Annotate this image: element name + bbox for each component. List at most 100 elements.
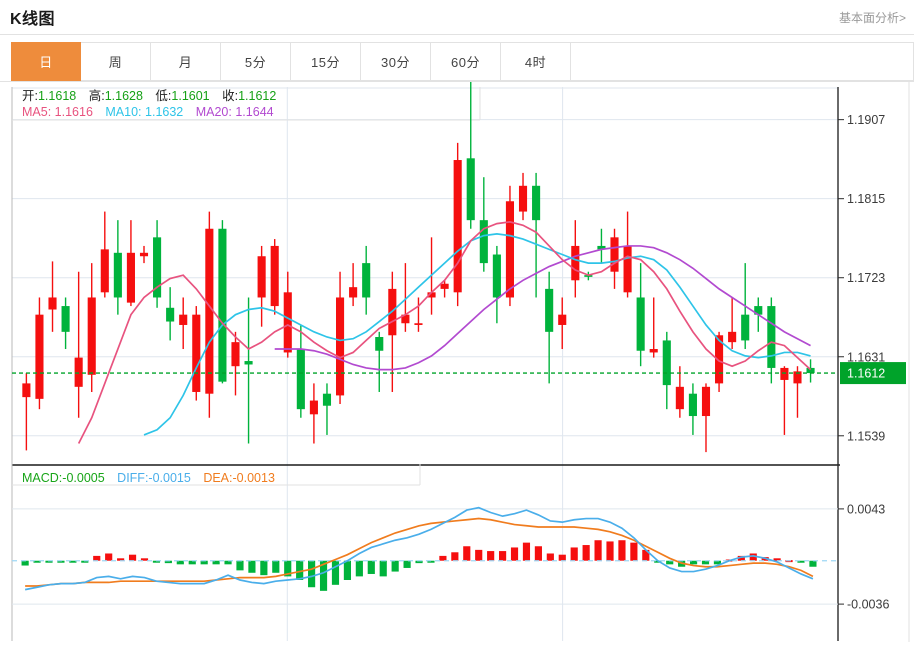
macd-bar	[140, 558, 149, 561]
candle-body	[558, 314, 567, 325]
candle-body	[362, 263, 371, 298]
macd-axis-label-1: -0.0036	[847, 598, 889, 612]
macd-bar	[463, 546, 471, 561]
candle-body	[74, 357, 83, 387]
tab-60min[interactable]: 60分	[431, 42, 501, 81]
macd-bar	[117, 558, 125, 561]
macd-bar	[45, 560, 53, 563]
macd-bar	[284, 560, 292, 577]
tab-week[interactable]: 周	[81, 42, 151, 81]
macd-bar	[797, 560, 805, 563]
ma5-line	[77, 221, 812, 444]
macd-bar	[630, 542, 638, 561]
ma10-line	[143, 233, 811, 436]
tab-30min[interactable]: 30分	[361, 42, 431, 81]
price-axis-label-3: 1.1631	[847, 350, 885, 364]
ma20-line	[274, 245, 811, 371]
candle-body	[532, 185, 541, 221]
candle-body	[48, 297, 57, 310]
current-price-tag	[840, 362, 906, 385]
candle-body	[701, 386, 711, 417]
macd-bar	[164, 560, 172, 564]
macd-bar	[737, 555, 745, 561]
macd-bar	[618, 540, 626, 561]
diff-line	[24, 506, 814, 591]
candle-body	[806, 367, 815, 374]
candle-body	[767, 306, 776, 368]
candle-body	[192, 314, 201, 392]
candle-body	[466, 158, 475, 221]
candle-body	[780, 367, 789, 380]
candle-body	[610, 237, 619, 272]
macd-bar	[522, 542, 531, 561]
candle-body	[793, 371, 802, 384]
current-price-tag-label: 1.1612	[847, 367, 885, 381]
tab-4hour[interactable]: 4时	[501, 42, 571, 81]
macd-bar	[415, 560, 423, 564]
tab-month[interactable]: 月	[151, 42, 221, 81]
candle-body	[335, 297, 345, 396]
macd-bar	[296, 560, 304, 580]
candle-body	[623, 245, 632, 293]
tabbar-filler	[571, 42, 914, 81]
price-axis-label-0: 1.1907	[847, 113, 885, 127]
macd-bar	[689, 560, 698, 565]
candle-body	[87, 297, 96, 375]
candle-body	[166, 307, 175, 322]
price-axis-label-2: 1.1723	[847, 271, 885, 285]
macd-bar	[57, 560, 65, 563]
macd-bar	[391, 560, 399, 572]
candle-body	[492, 254, 501, 298]
macd-bar	[212, 560, 220, 565]
fundamental-analysis-link[interactable]: 基本面分析>	[838, 10, 906, 25]
macd-bar	[176, 560, 184, 565]
candle-body	[401, 314, 410, 324]
macd-bar	[188, 560, 196, 565]
candle-body	[113, 252, 122, 298]
candle-body	[427, 292, 436, 298]
tab-15min[interactable]: 15分	[291, 42, 361, 81]
candle-body	[545, 288, 554, 332]
candle-body	[270, 245, 279, 307]
candle-body	[296, 349, 305, 410]
candle-body	[715, 335, 724, 384]
chart-container[interactable]: 1.1907 1.1815 1.1723 1.1631 1.1539 1.1612 0.00…	[0, 82, 914, 642]
macd-bar	[451, 552, 459, 561]
candle-body	[597, 245, 606, 250]
candle-body	[179, 314, 188, 325]
candle-body	[688, 393, 697, 417]
macd-bar	[152, 560, 161, 563]
macd-bar	[487, 551, 495, 561]
macd-bar	[773, 558, 781, 561]
price-axis-label-4: 1.1539	[847, 429, 885, 443]
candle-body	[283, 292, 292, 353]
macd-bar	[642, 549, 650, 561]
macd-bar	[499, 551, 507, 561]
macd-bar	[439, 555, 447, 561]
candle-body	[35, 314, 44, 399]
macd-bar	[260, 560, 268, 576]
macd-bar	[475, 549, 483, 561]
macd-bar	[81, 560, 89, 563]
macd-bar	[355, 560, 363, 577]
macd-bar	[606, 541, 614, 561]
candle-body	[571, 245, 580, 281]
macd-bar	[582, 545, 590, 561]
candle-body	[662, 340, 671, 386]
macd-bar	[105, 553, 113, 561]
tab-5min[interactable]: 5分	[221, 42, 291, 81]
tab-day[interactable]: 日	[11, 42, 81, 81]
candle-body	[728, 331, 737, 343]
candle-body	[153, 237, 162, 298]
candle-body	[126, 252, 135, 303]
macd-axis-label-0: 0.0043	[847, 502, 885, 516]
macd-bar	[701, 560, 710, 565]
candle-body	[139, 252, 149, 257]
kline-chart[interactable]: 1.1907 1.1815 1.1723 1.1631 1.1539 1.1612 0.00…	[0, 82, 914, 642]
price-axis-label-1: 1.1815	[847, 192, 885, 206]
candle-body	[453, 160, 462, 293]
macd-bar	[713, 560, 722, 565]
page-title: K线图	[10, 11, 56, 28]
candle-body	[61, 306, 70, 332]
candle-body	[754, 306, 763, 315]
